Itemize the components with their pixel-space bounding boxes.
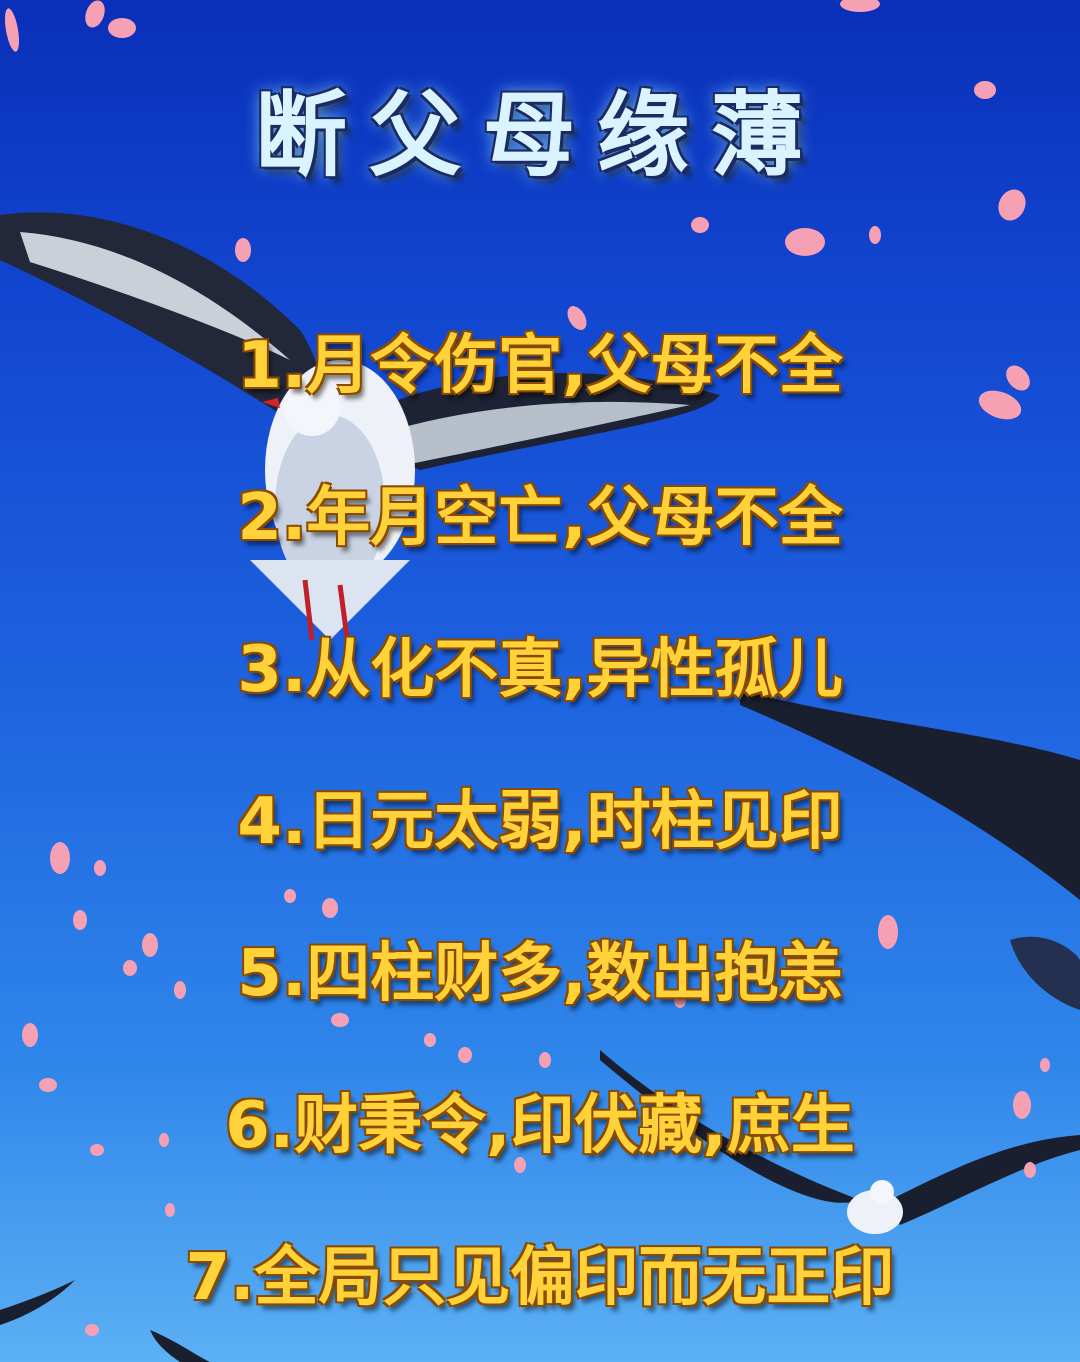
page-title: 断父母缘薄 xyxy=(254,82,825,189)
list-item: 5.四柱财多,数出抱恙 xyxy=(237,937,843,1011)
list-item: 3.从化不真,异性孤儿 xyxy=(237,633,843,707)
seagull-bottom-left xyxy=(0,1280,210,1362)
seagull-large xyxy=(0,212,720,646)
list-item: 7.全局只见偏印而无正印 xyxy=(185,1241,895,1315)
petals xyxy=(4,0,1050,1336)
list-item: 6.财秉令,印伏藏,庶生 xyxy=(225,1089,855,1163)
list-item: 1.月令伤官,父母不全 xyxy=(237,329,843,403)
list-item: 2.年月空亡,父母不全 xyxy=(237,481,843,555)
seagull-right xyxy=(740,690,1080,1010)
list-item: 4.日元太弱,时柱见印 xyxy=(237,785,843,859)
seagull-lower xyxy=(600,1050,1080,1234)
